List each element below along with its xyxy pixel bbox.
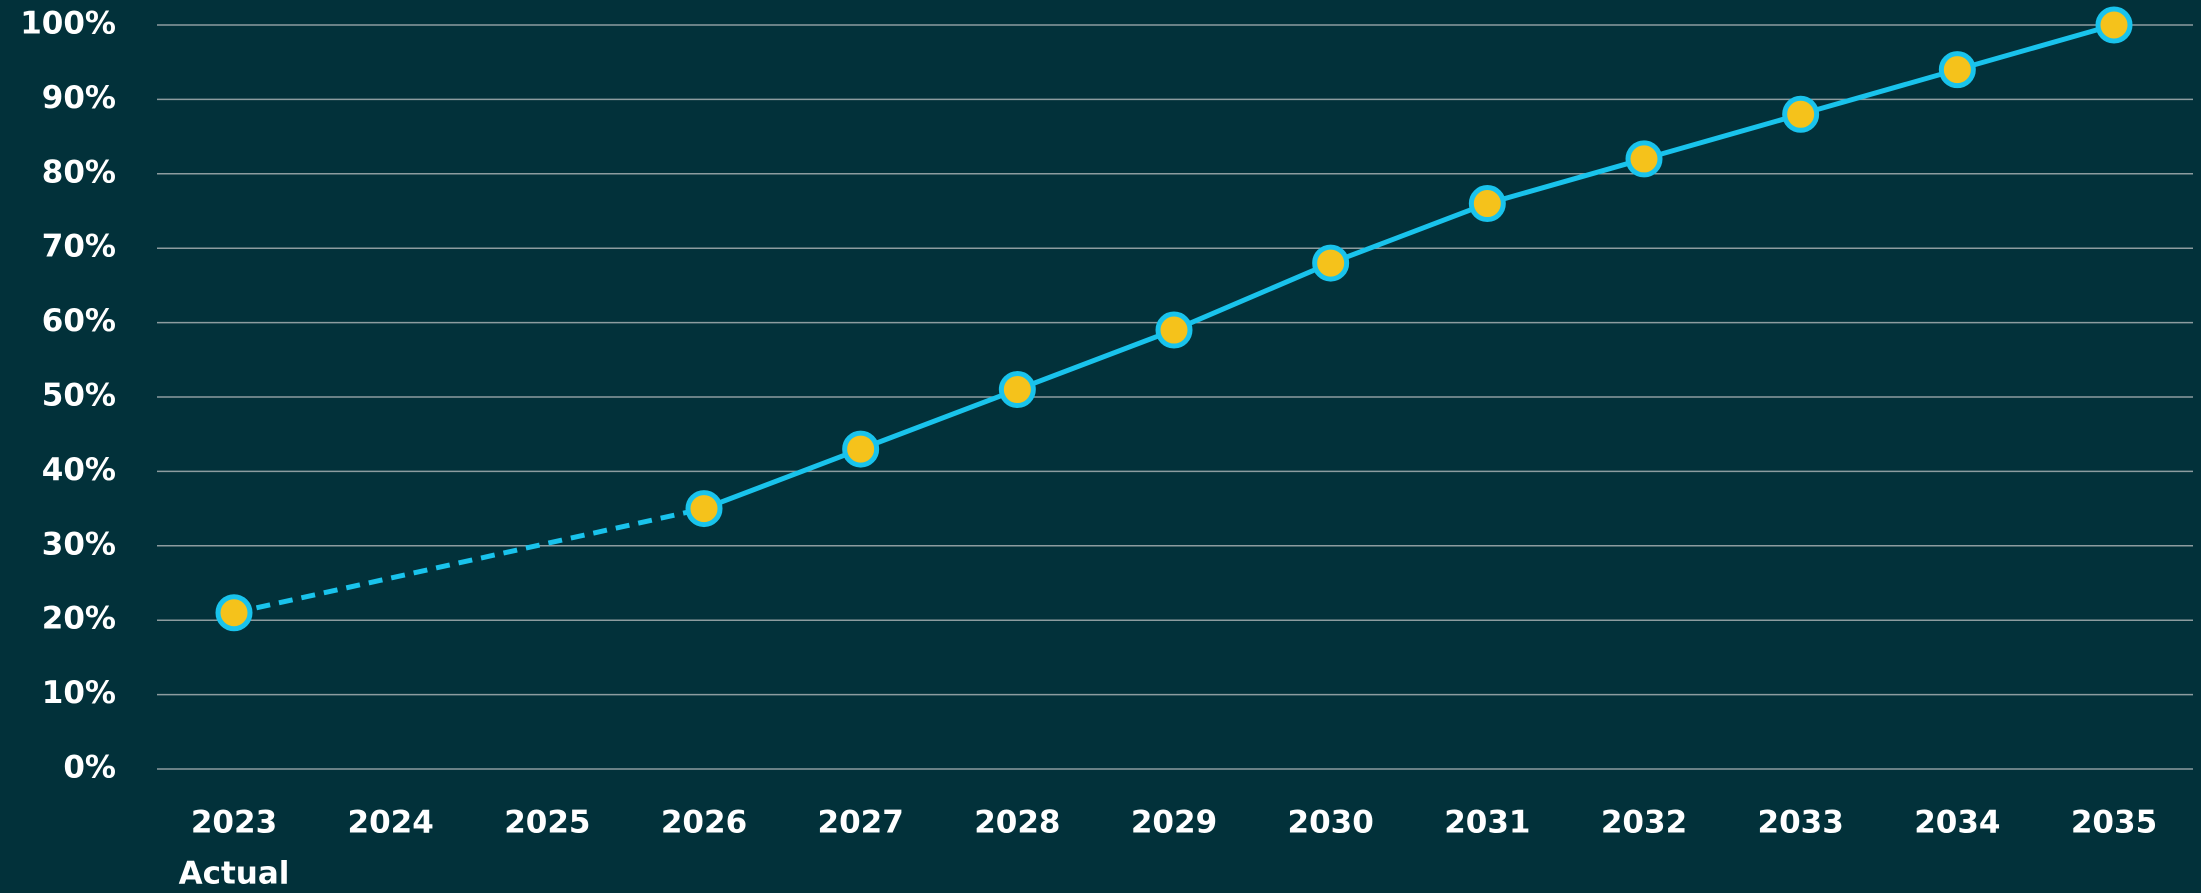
y-tick-label: 100% bbox=[20, 6, 116, 42]
marker bbox=[1625, 140, 1663, 178]
marker bbox=[215, 594, 253, 632]
y-tick-label: 30% bbox=[42, 526, 116, 562]
x-tick-label: 2032 bbox=[1601, 805, 1687, 841]
x-tick-label: 2035 bbox=[2071, 805, 2157, 841]
x-tick-label: 2023 bbox=[191, 805, 277, 841]
marker bbox=[842, 430, 880, 468]
gap-bridge bbox=[233, 506, 705, 616]
category-note: Actual bbox=[179, 856, 290, 892]
x-tick-label: 2031 bbox=[1444, 805, 1530, 841]
marker bbox=[1312, 244, 1350, 282]
y-tick-label: 90% bbox=[42, 80, 116, 116]
marker bbox=[2095, 6, 2133, 44]
x-tick-label: 2024 bbox=[348, 805, 434, 841]
line bbox=[703, 22, 2115, 511]
y-tick-label: 70% bbox=[42, 229, 116, 265]
x-tick-label: 2025 bbox=[504, 805, 590, 841]
marker bbox=[1155, 311, 1193, 349]
x-tick-label: 2033 bbox=[1758, 805, 1844, 841]
y-tick-label: 20% bbox=[42, 601, 116, 637]
marker bbox=[685, 490, 723, 528]
marker bbox=[1468, 185, 1506, 223]
y-tick-label: 40% bbox=[42, 452, 116, 488]
y-tick-label: 0% bbox=[63, 750, 116, 786]
y-tick-label: 50% bbox=[42, 378, 116, 414]
x-tick-label: 2027 bbox=[818, 805, 904, 841]
y-tick-label: 60% bbox=[42, 303, 116, 339]
y-tick-label: 80% bbox=[42, 154, 116, 190]
marker bbox=[998, 371, 1036, 409]
x-tick-label: 2028 bbox=[974, 805, 1060, 841]
y-tick-label: 10% bbox=[42, 675, 116, 711]
x-tick-label: 2030 bbox=[1288, 805, 1374, 841]
x-tick-label: 2029 bbox=[1131, 805, 1217, 841]
marker bbox=[1938, 51, 1976, 89]
x-tick-label: 2026 bbox=[661, 805, 747, 841]
x-tick-label: 2034 bbox=[1914, 805, 2000, 841]
marker bbox=[1782, 95, 1820, 133]
